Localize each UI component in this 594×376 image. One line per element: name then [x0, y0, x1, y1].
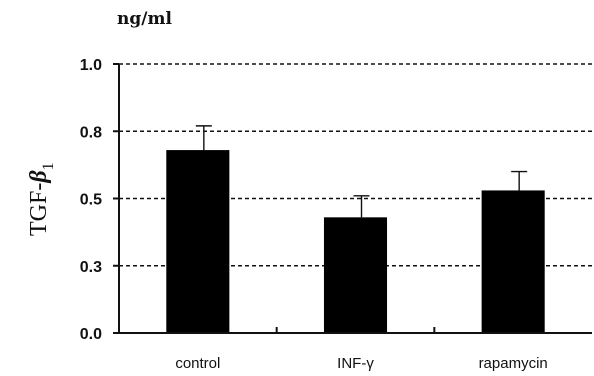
category-label: control	[175, 355, 220, 372]
y-axis-ticks: 0.0 0.3 0.5 0.8 1.0	[80, 57, 119, 343]
bar	[481, 190, 545, 333]
bar	[323, 217, 388, 333]
x-axis-categories: control INF-γ rapamycin	[175, 355, 547, 372]
y-tick-label: 1.0	[80, 57, 102, 74]
y-axis-label: TGF-β1	[26, 162, 57, 236]
y-tick-label: 0.3	[80, 259, 102, 276]
y-tick-label: 0.5	[80, 192, 102, 209]
y-tick-label: 0.0	[80, 326, 102, 343]
y-axis-label-main: TGF-	[26, 183, 52, 236]
error-bars	[195, 125, 528, 218]
category-label: rapamycin	[479, 355, 548, 372]
unit-label: ng/ml	[117, 9, 172, 29]
x-axis-ticks	[275, 327, 436, 333]
y-axis-label-subscript: 1	[40, 162, 57, 170]
bars	[166, 150, 545, 333]
category-label: INF-γ	[337, 355, 374, 372]
bar	[166, 150, 230, 333]
y-axis-label-symbol: β	[26, 170, 52, 184]
y-tick-label: 0.8	[80, 124, 102, 141]
